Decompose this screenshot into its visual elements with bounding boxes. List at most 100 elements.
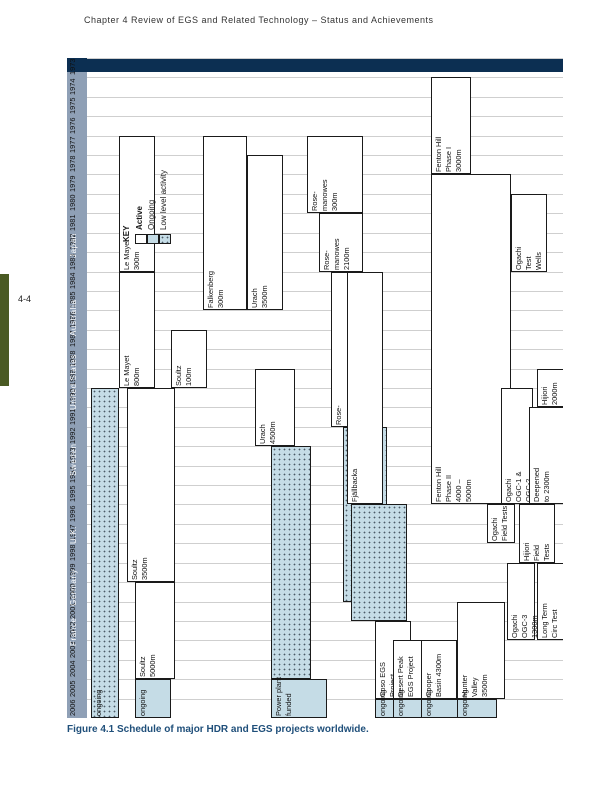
- key-label: Active: [135, 205, 144, 230]
- year-tick-label: 1973: [68, 58, 77, 76]
- key-label: Low level activity: [159, 169, 168, 230]
- project-label-line: funded: [284, 693, 293, 716]
- project-label: Rose-manowes 300m: [310, 180, 340, 212]
- year-gridline: [87, 620, 563, 622]
- project-label-line: ongoing: [460, 689, 469, 716]
- project-label-line: Fenton Hill: [434, 137, 443, 173]
- key-label: Ongoing: [147, 199, 156, 230]
- year-tick-label: 1996: [68, 505, 77, 522]
- project-label-line: 4500m: [268, 421, 277, 445]
- project-label-line: 100m: [184, 367, 193, 386]
- project-label: ongoing: [424, 690, 434, 716]
- project-label: Power plant funded: [274, 677, 294, 716]
- year-gridline: [87, 349, 563, 351]
- project-label-line: Valley: [470, 676, 479, 697]
- project-label-line: 5000m: [464, 479, 473, 503]
- project-label-line: 2100m: [342, 246, 351, 270]
- project-label-line: 3500m: [140, 557, 149, 581]
- project-label-line: Rose-: [334, 405, 343, 425]
- key-swatch-ongoing: [147, 234, 159, 244]
- project-label: Hijiori Field Tests: [522, 542, 552, 560]
- year-tick-label: 1975: [68, 97, 77, 115]
- project-label-line: Le Mayet: [122, 355, 131, 386]
- key-swatch-active: [135, 234, 147, 244]
- project-label: Deepened to 2300m: [532, 468, 552, 502]
- project-box-active: Soultz 5000m: [135, 582, 175, 680]
- project-label: ongoing: [396, 690, 406, 716]
- page-number: 4-4: [18, 294, 32, 304]
- year-gridline: [87, 426, 563, 428]
- project-label: Fenton Hill Phase II 4000 –5000m: [434, 467, 474, 502]
- project-label-line: Field: [532, 544, 541, 561]
- project-box-ongoing: ongoing: [457, 690, 497, 718]
- project-box-active: Urach 3500m: [247, 155, 283, 311]
- project-box-low: [271, 446, 311, 680]
- year-gridline: [87, 310, 563, 312]
- project-label-line: Fenton Hill: [434, 467, 443, 503]
- year-gridline: [87, 465, 563, 467]
- project-label-line: Phase I: [444, 147, 453, 173]
- project-label-line: EGS Project: [406, 655, 415, 697]
- project-label-line: Le Mayet: [122, 239, 131, 270]
- year-tick-label: 1977: [68, 136, 77, 154]
- project-label: Fjällbacka: [350, 469, 360, 502]
- year-gridline: [87, 504, 563, 506]
- project-label-line: 2000m: [550, 382, 559, 406]
- country-label: Sweden: [69, 443, 78, 476]
- year-tick-label: 1976: [68, 117, 77, 134]
- year-tick-label: 1981: [68, 214, 77, 231]
- country-header-band: [67, 58, 563, 72]
- project-label-line: to 2300m: [542, 471, 551, 503]
- year-gridline: [87, 485, 563, 487]
- project-label-line: Ogachi: [504, 479, 513, 503]
- year-gridline: [87, 407, 563, 409]
- year-gridline: [87, 659, 563, 661]
- project-label-line: Basin 4300m: [434, 653, 443, 697]
- year-gridline: [87, 523, 563, 525]
- project-box-active: Ogachi Field Tests: [487, 504, 515, 544]
- project-label: Ogachi Field Tests: [490, 506, 510, 541]
- project-label: Le Mayet 800m: [122, 356, 142, 386]
- project-label: ongoing: [138, 690, 148, 716]
- year-gridline: [87, 446, 563, 448]
- project-label-line: Power plant: [274, 676, 283, 716]
- year-gridline: [87, 290, 563, 292]
- project-label-line: manowes: [320, 179, 329, 212]
- project-box-active: Le Mayet 800m: [119, 271, 155, 388]
- project-label-line: Urach: [258, 424, 267, 445]
- project-label: Fenton Hill Phase I 3000m: [434, 137, 464, 172]
- country-label: France: [69, 617, 78, 647]
- year-tick-label: 1992: [68, 427, 77, 445]
- project-label-line: Soultz: [174, 365, 183, 386]
- project-label-line: 800m: [132, 367, 141, 386]
- project-schedule-figure: 1973 1974 1975 1976 1977 1978 1979 1980 1981 1982…: [67, 58, 563, 718]
- project-box-active: Hijiori Field Tests: [519, 504, 555, 563]
- project-box-active: Long Term Circ Test: [537, 562, 563, 641]
- project-box-low: [351, 504, 407, 621]
- year-gridline: [87, 582, 563, 584]
- project-label: Rose-manowes 2100m: [322, 238, 352, 270]
- country-label: U.K.: [69, 526, 78, 544]
- year-gridline: [87, 601, 563, 603]
- project-label: Urach 4500m: [258, 422, 278, 445]
- year-tick-label: 1978: [68, 156, 77, 173]
- project-label-line: 4000 –: [454, 479, 463, 503]
- year-tick-label: 1995: [68, 486, 77, 503]
- project-label: Falkenberg 300m: [206, 271, 226, 308]
- project-box-active: Rose-manowes 300m: [307, 135, 363, 214]
- project-label-line: ongoing: [138, 689, 147, 716]
- project-box-active: Fenton Hill Phase I 3000m: [431, 77, 471, 175]
- project-box-active: Falkenberg 300m: [203, 135, 247, 311]
- project-label-line: 5000m: [148, 654, 157, 678]
- year-tick-label: 2006: [68, 699, 77, 716]
- project-label-line: Fjällbacka: [350, 469, 359, 503]
- project-label-line: Urach: [250, 288, 259, 309]
- year-tick-label: 1974: [68, 78, 77, 95]
- project-label-line: Rose-: [310, 191, 319, 212]
- project-label-line: 3500m: [480, 673, 489, 697]
- project-label-line: ongoing: [396, 689, 405, 716]
- chapter-side-tab: [0, 274, 9, 386]
- project-label-line: Long Term: [540, 603, 549, 639]
- project-label-line: Circ Test: [550, 609, 559, 639]
- project-box-active: Cooper Basin 4300m: [421, 640, 457, 699]
